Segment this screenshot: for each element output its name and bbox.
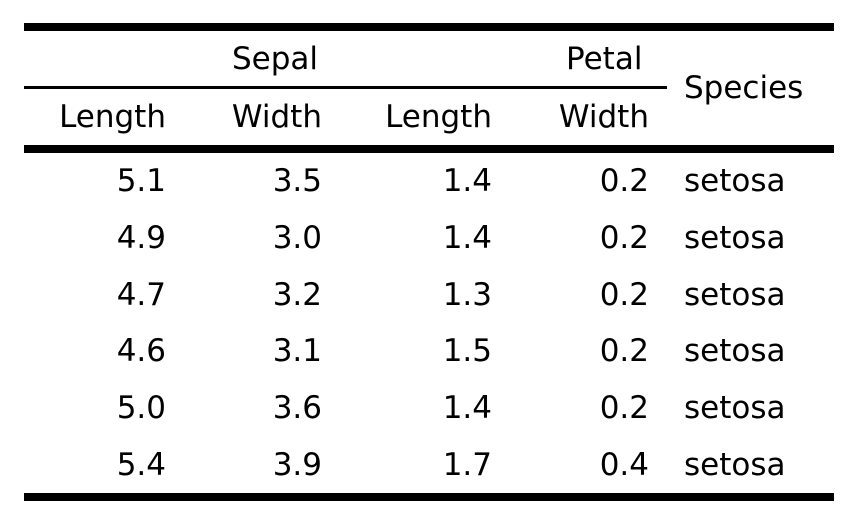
table-row: 5.4 3.9 1.7 0.4 setosa	[24, 436, 834, 493]
cell-species: setosa	[684, 276, 786, 313]
table-row: 5.1 3.5 1.4 0.2 setosa	[24, 153, 834, 210]
cell-sepal-width: 3.0	[272, 219, 322, 256]
cell-petal-width: 0.2	[599, 219, 649, 256]
iris-data-table: Sepal Petal Species Length Width Length …	[24, 23, 834, 501]
cell-petal-width: 0.2	[599, 276, 649, 313]
spanner-header-row: Sepal Petal	[24, 31, 834, 86]
cell-sepal-length: 4.7	[116, 276, 166, 313]
cell-sepal-width: 3.2	[272, 276, 322, 313]
cell-sepal-width: 3.1	[272, 333, 322, 370]
column-header-species: Species	[684, 70, 804, 106]
cell-species: setosa	[684, 163, 786, 200]
cell-sepal-length: 5.1	[116, 163, 166, 200]
cell-sepal-width: 3.5	[272, 163, 322, 200]
column-group-header-petal: Petal	[566, 40, 643, 77]
cell-petal-length: 1.4	[442, 389, 492, 426]
cell-sepal-width: 3.9	[272, 446, 322, 483]
cell-petal-width: 0.2	[599, 389, 649, 426]
subheader-row: Length Width Length Width	[24, 89, 834, 145]
column-group-header-sepal: Sepal	[232, 40, 319, 77]
table-row: 4.7 3.2 1.3 0.2 setosa	[24, 266, 834, 323]
table-body: 5.1 3.5 1.4 0.2 setosa 4.9 3.0 1.4 0.2 s…	[24, 153, 834, 493]
bottom-rule	[24, 493, 834, 501]
cell-species: setosa	[684, 333, 786, 370]
cell-petal-length: 1.4	[442, 219, 492, 256]
cell-species: setosa	[684, 446, 786, 483]
column-header-sepal-length: Length	[59, 99, 166, 135]
group-underline-rule	[24, 86, 667, 89]
cell-petal-length: 1.5	[442, 333, 492, 370]
top-rule	[24, 23, 834, 31]
column-header-spacer	[657, 89, 834, 145]
cell-sepal-length: 5.0	[116, 389, 166, 426]
cell-sepal-width: 3.6	[272, 389, 322, 426]
cell-petal-width: 0.2	[599, 333, 649, 370]
column-header-petal-length: Length	[385, 99, 492, 135]
cell-petal-length: 1.7	[442, 446, 492, 483]
table-row: 4.9 3.0 1.4 0.2 setosa	[24, 210, 834, 267]
cell-species: setosa	[684, 219, 786, 256]
column-header-petal-width: Width	[558, 99, 649, 135]
cell-species: setosa	[684, 389, 786, 426]
cell-petal-width: 0.4	[599, 446, 649, 483]
table-row: 4.6 3.1 1.5 0.2 setosa	[24, 323, 834, 380]
column-header-sepal-width: Width	[231, 99, 322, 135]
cell-sepal-length: 4.6	[116, 333, 166, 370]
cell-sepal-length: 4.9	[116, 219, 166, 256]
cell-petal-width: 0.2	[599, 163, 649, 200]
cell-petal-length: 1.3	[442, 276, 492, 313]
header-separator-rule	[24, 145, 834, 153]
table-row: 5.0 3.6 1.4 0.2 setosa	[24, 380, 834, 437]
cell-sepal-length: 5.4	[116, 446, 166, 483]
cell-petal-length: 1.4	[442, 163, 492, 200]
